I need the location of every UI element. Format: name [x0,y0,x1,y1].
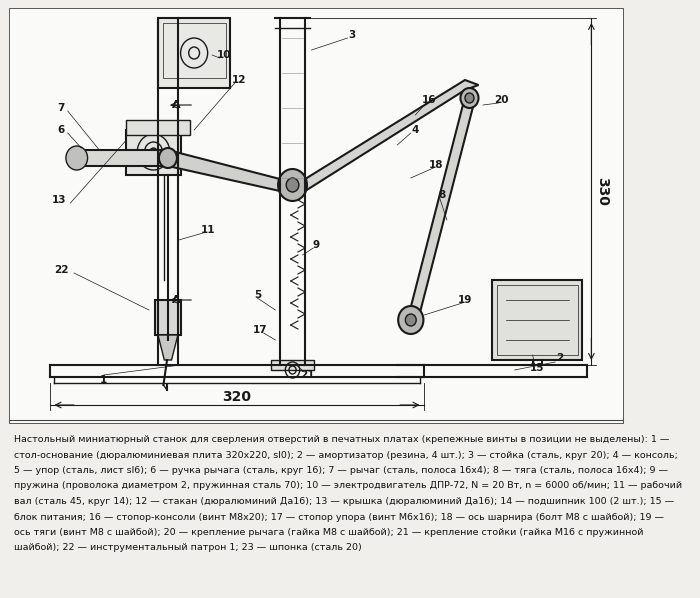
Circle shape [465,93,474,103]
Polygon shape [411,97,474,313]
Circle shape [66,146,88,170]
Text: ось тяги (винт М8 с шайбой); 20 — крепление рычага (гайка М8 с шайбой); 21 — кре: ось тяги (винт М8 с шайбой); 20 — крепле… [13,528,643,537]
Text: 22: 22 [54,265,69,275]
Text: 15: 15 [530,363,545,373]
Text: блок питания; 16 — стопор-консоли (винт М8х20); 17 — стопор упора (винт М6х16); : блок питания; 16 — стопор-консоли (винт … [13,512,664,521]
Bar [492,280,582,360]
Text: 6: 6 [58,125,65,135]
Text: 2: 2 [556,353,564,363]
Text: 320: 320 [222,390,251,404]
Text: 18: 18 [429,160,443,170]
Text: вал (сталь 45, круг 14); 12 — стакан (дюралюминий Да16); 13 — крышка (дюралюмини: вал (сталь 45, круг 14); 12 — стакан (дю… [13,497,673,506]
Text: 17: 17 [253,325,267,335]
Bar [155,300,181,335]
Bar [127,120,190,135]
Text: 11: 11 [200,225,215,235]
Text: 7: 7 [57,103,65,113]
Text: стол-основание (дюралюминиевая плита 320х220, sl0); 2 — амортизатор (резина, 4 ш: стол-основание (дюралюминиевая плита 320… [13,450,678,459]
Polygon shape [305,80,479,191]
Bar [9,8,623,423]
Text: 3: 3 [349,30,356,40]
Text: 21: 21 [300,370,314,380]
Bar [158,18,230,88]
Bar [271,360,314,370]
Circle shape [150,148,157,156]
Text: 12: 12 [232,75,246,85]
Text: 9: 9 [312,240,320,250]
Text: 5: 5 [253,290,261,300]
Text: 5 — упор (сталь, лист sl6); 6 — ручка рычага (сталь, круг 16); 7 — рычаг (сталь,: 5 — упор (сталь, лист sl6); 6 — ручка ры… [13,466,668,475]
Text: шайбой); 22 — инструментальный патрон 1; 23 — шпонка (сталь 20): шайбой); 22 — инструментальный патрон 1;… [13,544,361,553]
Text: 1: 1 [100,375,108,385]
Polygon shape [168,150,280,191]
Text: 20: 20 [494,95,508,105]
Text: 13: 13 [51,195,66,205]
Bar [162,23,225,78]
Text: A: A [172,100,181,110]
Circle shape [278,169,307,201]
Polygon shape [158,335,178,360]
Text: 19: 19 [458,295,472,305]
Bar [127,130,181,175]
Bar [496,285,578,355]
Text: 8: 8 [439,190,446,200]
Text: Настольный миниатюрный станок для сверления отверстий в печатных платах (крепежн: Настольный миниатюрный станок для сверле… [13,435,669,444]
Bar [72,150,168,166]
Text: 4: 4 [412,125,419,135]
Text: 330: 330 [595,176,609,206]
Text: A: A [172,295,181,305]
Text: 10: 10 [217,50,231,60]
Circle shape [405,314,416,326]
Text: 16: 16 [421,95,436,105]
Circle shape [286,178,299,192]
Circle shape [159,148,177,168]
Circle shape [461,88,479,108]
Circle shape [398,306,424,334]
Text: пружина (проволока диаметром 2, пружинная сталь 70); 10 — электродвигатель ДПР-7: пружина (проволока диаметром 2, пружинна… [13,481,682,490]
